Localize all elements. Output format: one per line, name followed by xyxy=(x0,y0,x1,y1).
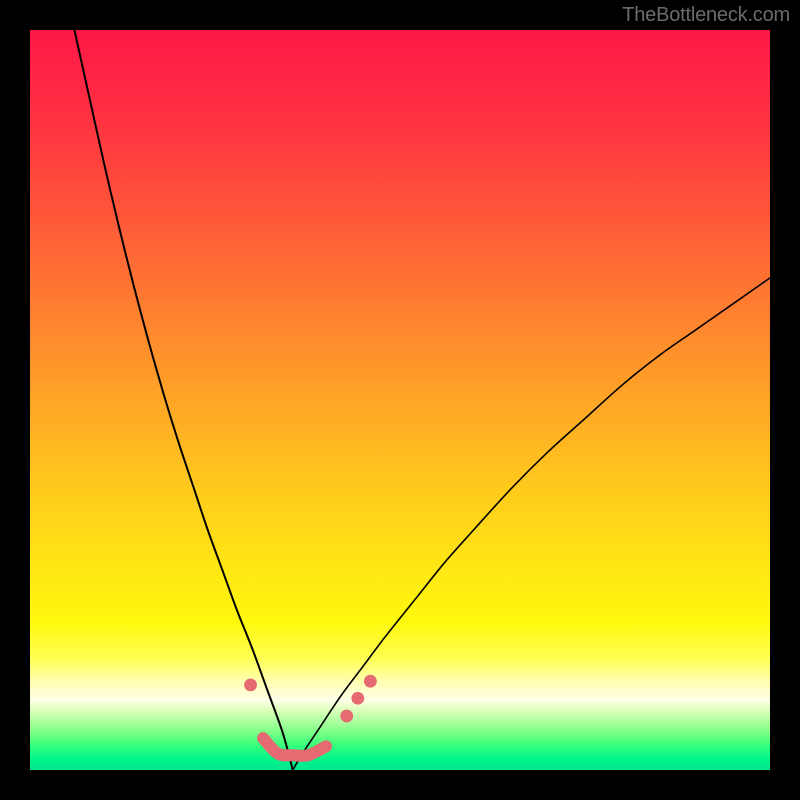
chart-container: TheBottleneck.com xyxy=(0,0,800,800)
bottleneck-chart xyxy=(0,0,800,800)
plot-background xyxy=(30,30,770,770)
watermark-text: TheBottleneck.com xyxy=(622,4,790,27)
marker-dot xyxy=(244,679,257,692)
marker-dot xyxy=(351,692,364,705)
marker-dot xyxy=(364,675,377,688)
marker-dot xyxy=(340,710,353,723)
